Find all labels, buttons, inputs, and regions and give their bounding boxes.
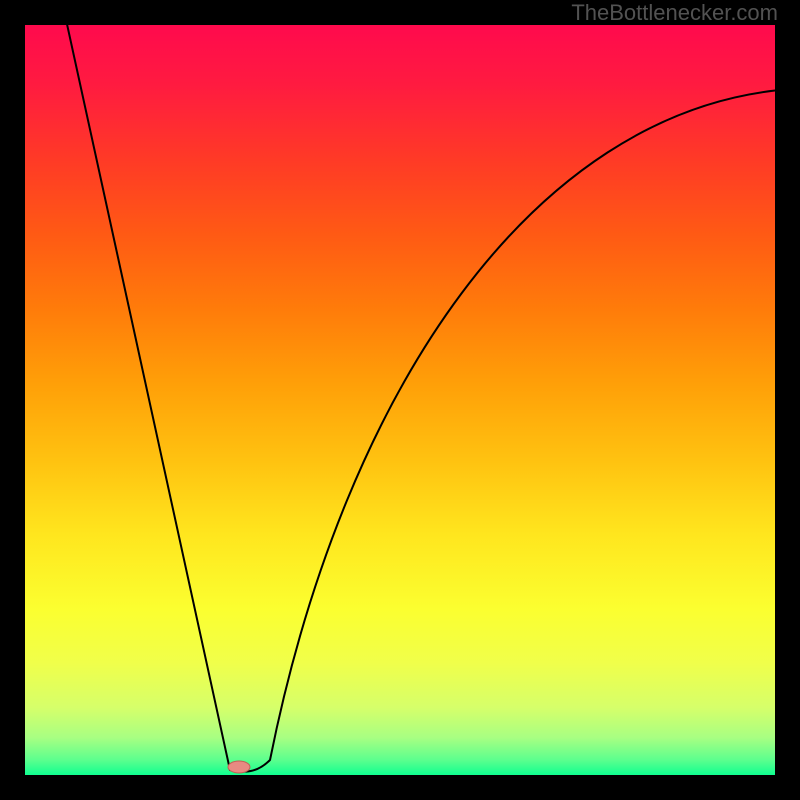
watermark-text: TheBottlenecker.com (571, 0, 778, 26)
optimum-marker (228, 761, 250, 773)
plot-area (25, 25, 775, 775)
gradient-background (25, 25, 775, 775)
chart-svg (25, 25, 775, 775)
chart-frame: TheBottlenecker.com (0, 0, 800, 800)
